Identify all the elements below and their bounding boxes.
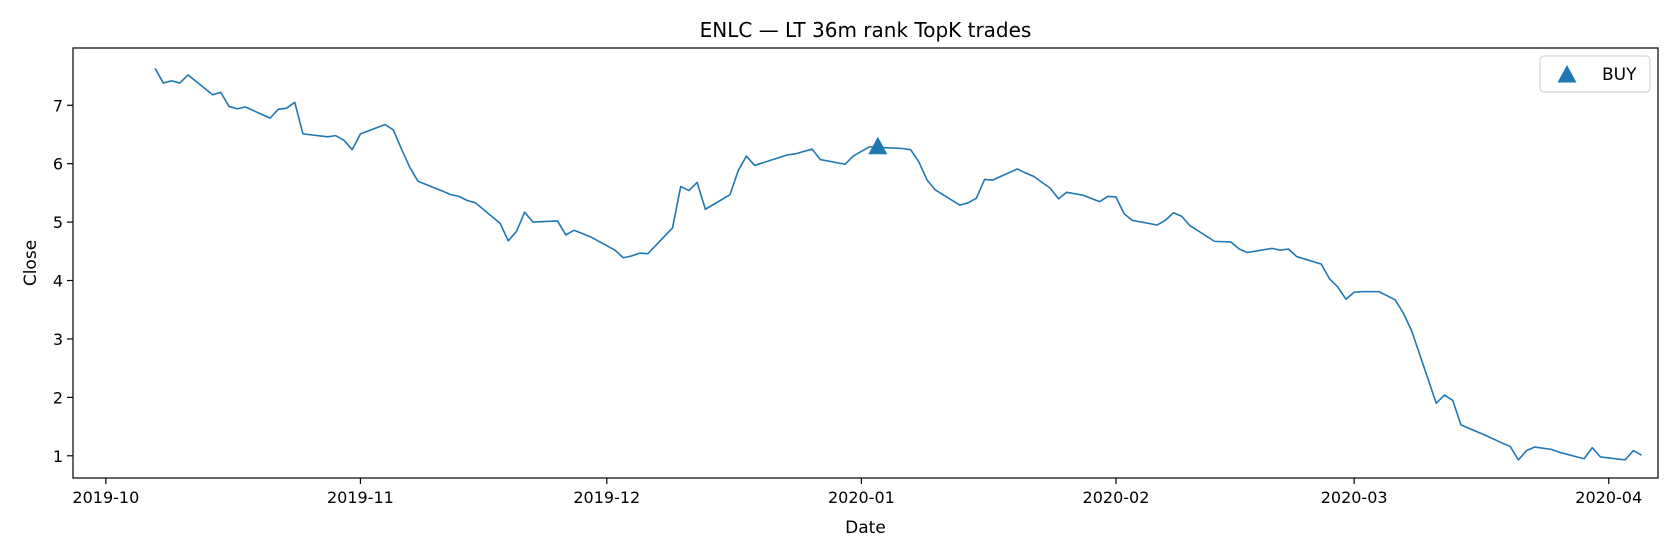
close-price-line: [154, 68, 1642, 461]
series-layer: [154, 68, 1642, 461]
buy-marker: [868, 136, 888, 155]
x-tick-label: 2019-10: [72, 488, 139, 507]
x-tick-label: 2019-12: [573, 488, 640, 507]
x-tick-label: 2020-04: [1575, 488, 1642, 507]
chart-title: ENLC — LT 36m rank TopK trades: [700, 18, 1032, 42]
y-tick-label: 5: [53, 213, 63, 232]
x-axis-label: Date: [845, 518, 886, 538]
y-tick-label: 2: [53, 388, 63, 407]
x-tick-label: 2019-11: [327, 488, 394, 507]
x-tick-label: 2020-01: [828, 488, 895, 507]
x-tick-label: 2020-02: [1083, 488, 1150, 507]
y-tick-label: 3: [53, 330, 63, 349]
y-axis-label: Close: [21, 240, 41, 286]
legend-label-buy: BUY: [1602, 65, 1637, 85]
x-axis: 2019-10 2019-11 2019-12 2020-01 2020-02 2020-…: [72, 478, 1642, 507]
marker-layer: [868, 136, 888, 155]
plot-area: [72, 47, 1659, 479]
x-tick-label: 2020-03: [1321, 488, 1388, 507]
legend-box: [1539, 55, 1651, 93]
y-tick-label: 7: [53, 96, 63, 115]
y-axis: 1 2 3 4 5 6 7: [53, 96, 73, 466]
y-tick-label: 6: [53, 155, 63, 174]
y-tick-label: 1: [53, 447, 63, 466]
legend-buy-triangle-icon: [1557, 65, 1577, 83]
plot-frame: [72, 47, 1659, 479]
legend: BUY: [1539, 55, 1651, 93]
y-tick-label: 4: [53, 272, 63, 291]
